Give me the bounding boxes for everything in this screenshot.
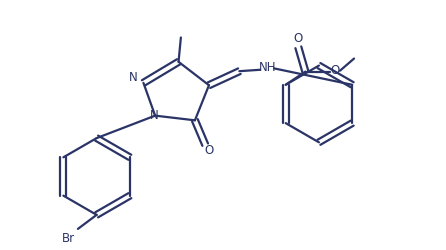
Text: O: O (294, 32, 303, 46)
Text: O: O (204, 144, 214, 157)
Text: Br: Br (62, 232, 75, 245)
Text: O: O (330, 64, 340, 77)
Text: N: N (150, 109, 159, 122)
Text: N: N (129, 71, 138, 84)
Text: NH: NH (259, 62, 276, 74)
